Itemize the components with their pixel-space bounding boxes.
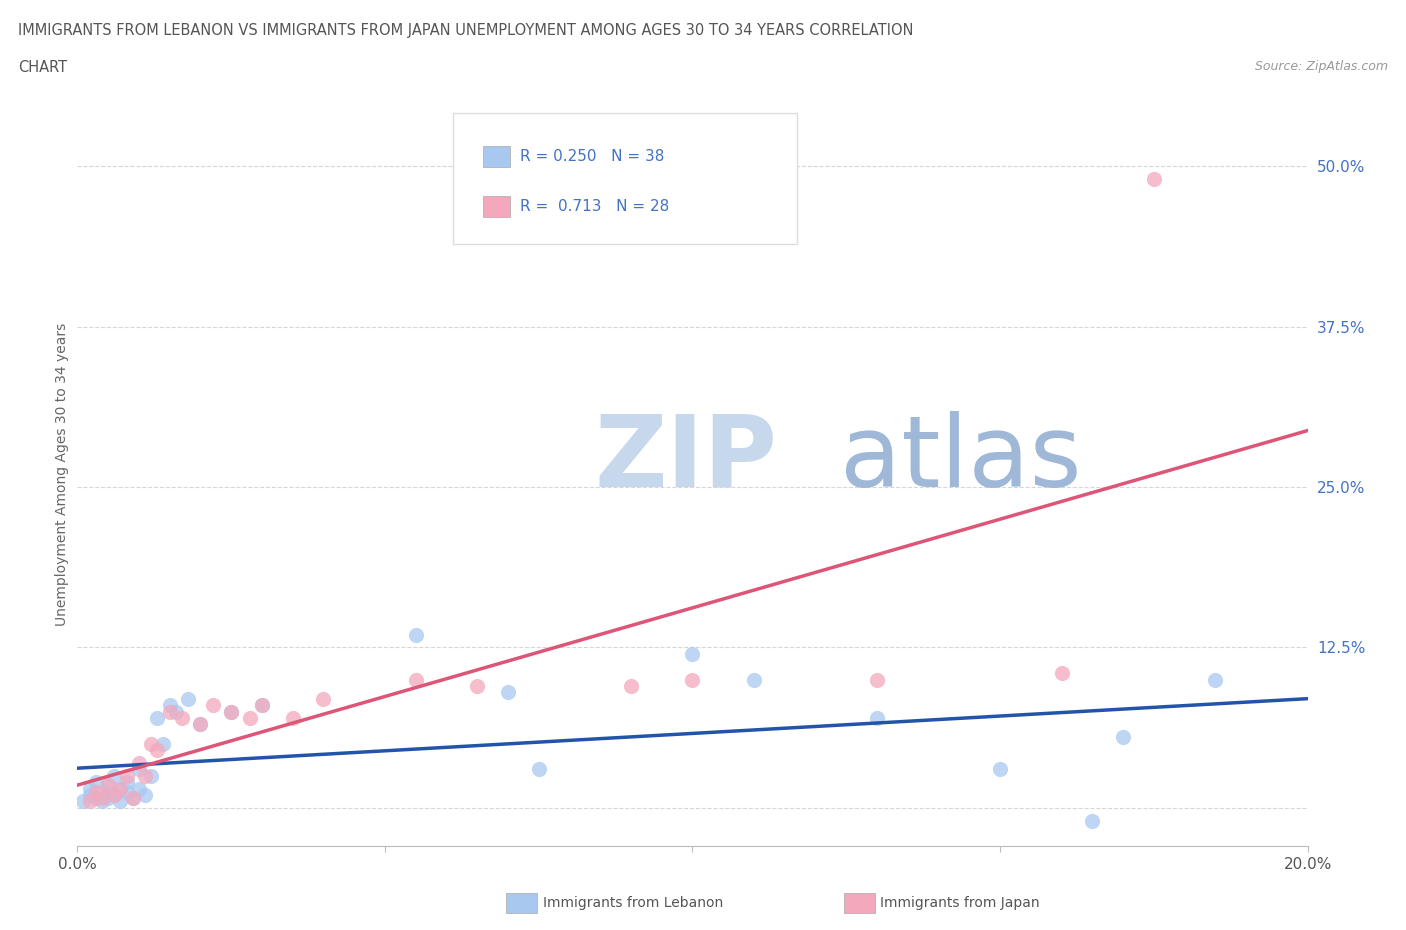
Text: IMMIGRANTS FROM LEBANON VS IMMIGRANTS FROM JAPAN UNEMPLOYMENT AMONG AGES 30 TO 3: IMMIGRANTS FROM LEBANON VS IMMIGRANTS FR… [18, 23, 914, 38]
Point [165, 704, 187, 719]
Point [250, 698, 273, 712]
Point [152, 737, 174, 751]
Point [405, 627, 427, 642]
Point [90, 794, 114, 809]
Point [115, 775, 138, 790]
Point [110, 781, 132, 796]
Point [866, 711, 889, 725]
Point [159, 698, 181, 712]
Point [219, 704, 242, 719]
Point [115, 785, 138, 800]
Point [103, 768, 125, 783]
Point [141, 768, 163, 783]
Point [742, 672, 765, 687]
Point [682, 672, 704, 687]
Point [97, 790, 120, 805]
FancyBboxPatch shape [453, 113, 797, 244]
Point [121, 790, 143, 805]
Point [84, 790, 107, 805]
Point [1143, 172, 1166, 187]
Y-axis label: Unemployment Among Ages 30 to 34 years: Unemployment Among Ages 30 to 34 years [55, 323, 69, 626]
Point [219, 704, 242, 719]
Text: Immigrants from Japan: Immigrants from Japan [880, 896, 1040, 910]
Bar [484, 146, 510, 167]
Point [121, 790, 143, 805]
Point [146, 743, 169, 758]
Point [128, 755, 150, 770]
Point [188, 717, 212, 732]
Point [128, 762, 150, 777]
Point [134, 788, 156, 803]
Point [103, 788, 125, 803]
Text: atlas: atlas [841, 411, 1081, 508]
Point [620, 679, 643, 694]
Point [115, 768, 138, 783]
Point [90, 785, 114, 800]
Point [170, 711, 193, 725]
Point [496, 684, 519, 699]
Point [128, 781, 150, 796]
Point [866, 672, 889, 687]
Point [79, 781, 101, 796]
Point [72, 794, 94, 809]
Point [79, 788, 101, 803]
Point [527, 762, 550, 777]
Point [97, 777, 120, 792]
Point [79, 794, 101, 809]
Point [84, 775, 107, 790]
Point [1112, 730, 1135, 745]
Text: Source: ZipAtlas.com: Source: ZipAtlas.com [1254, 60, 1388, 73]
Point [312, 691, 335, 706]
Point [1204, 672, 1226, 687]
Point [465, 679, 488, 694]
Point [84, 785, 107, 800]
Text: R = 0.250   N = 38: R = 0.250 N = 38 [520, 149, 665, 164]
Point [201, 698, 224, 712]
Point [281, 711, 304, 725]
Point [146, 711, 169, 725]
Point [1050, 666, 1073, 681]
Text: R =  0.713   N = 28: R = 0.713 N = 28 [520, 199, 669, 214]
Point [110, 794, 132, 809]
Point [250, 698, 273, 712]
Point [405, 672, 427, 687]
Point [188, 717, 212, 732]
Point [103, 788, 125, 803]
Point [134, 768, 156, 783]
Point [177, 691, 200, 706]
Text: CHART: CHART [18, 60, 67, 75]
Point [239, 711, 262, 725]
Point [988, 762, 1011, 777]
Point [110, 781, 132, 796]
Point [159, 704, 181, 719]
Text: Immigrants from Lebanon: Immigrants from Lebanon [543, 896, 723, 910]
Text: ZIP: ZIP [595, 411, 778, 508]
Point [682, 646, 704, 661]
Point [141, 737, 163, 751]
Point [97, 777, 120, 792]
Point [90, 790, 114, 805]
Bar [484, 196, 510, 217]
Point [1081, 813, 1104, 828]
